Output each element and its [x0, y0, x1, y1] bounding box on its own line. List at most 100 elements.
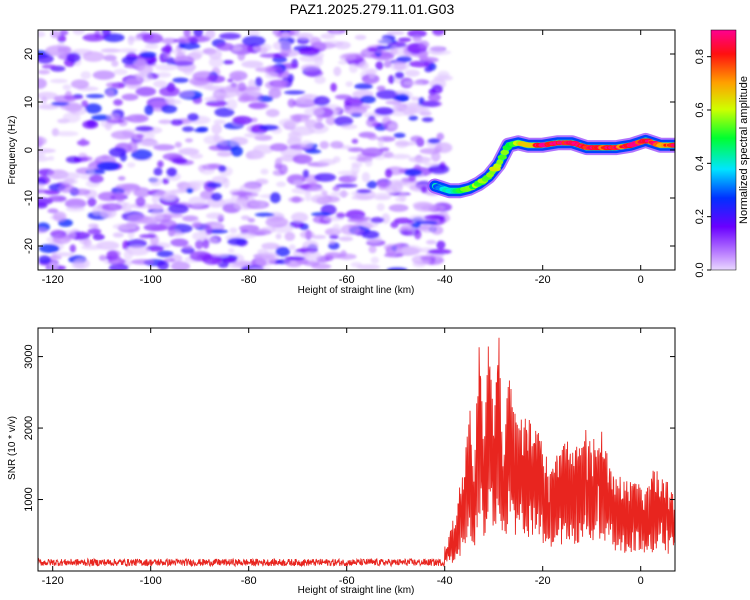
noise-blob [131, 149, 153, 161]
noise-blob [351, 161, 363, 168]
noise-blob [205, 30, 216, 40]
noise-blob [304, 107, 325, 116]
noise-blob [335, 183, 358, 188]
noise-blob [112, 232, 124, 238]
noise-blob [375, 61, 384, 70]
noise-blob [170, 238, 189, 247]
noise-blob [269, 143, 288, 152]
noise-blob [189, 77, 210, 86]
noise-blob [289, 220, 305, 228]
noise-blob [311, 212, 332, 217]
colorbar-tick-label: 0.4 [694, 156, 706, 171]
noise-blob [368, 47, 378, 52]
noise-blob [388, 204, 409, 212]
noise-blob [275, 246, 291, 257]
noise-blob [330, 191, 350, 196]
noise-blob [424, 214, 446, 220]
noise-blob [208, 56, 224, 68]
noise-blob [38, 31, 46, 38]
noise-blob [121, 93, 139, 101]
noise-blob [356, 264, 381, 270]
spectrogram-x-label: Height of straight line (km) [298, 285, 415, 296]
noise-blob [255, 254, 275, 266]
noise-blob [92, 233, 105, 241]
noise-blob [238, 82, 246, 92]
noise-blob [106, 113, 121, 122]
noise-blob [151, 193, 159, 204]
noise-blob [408, 60, 430, 68]
noise-blob [38, 244, 60, 253]
noise-blob [202, 238, 210, 249]
noise-blob [113, 99, 123, 106]
noise-blob [174, 141, 182, 148]
signal-core [493, 163, 502, 169]
noise-blob [38, 189, 50, 194]
noise-blob [367, 134, 378, 141]
noise-blob [135, 86, 157, 97]
noise-blob [38, 255, 51, 264]
noise-blob [231, 191, 253, 196]
noise-blob [136, 140, 160, 147]
noise-blob [82, 120, 99, 129]
noise-blob [64, 198, 87, 209]
snr-panel: -120 -100 -80 -60 -40 -20 0 1000 2000 3000 Heigh… [7, 327, 676, 596]
noise-blob [376, 85, 386, 92]
noise-blob [249, 201, 266, 208]
noise-blob [368, 69, 376, 79]
noise-blob [209, 223, 225, 229]
snr-y-label: SNR (10 * v/v) [7, 416, 18, 480]
noise-blob [38, 227, 48, 234]
noise-blob [216, 42, 234, 51]
noise-blob [287, 98, 296, 108]
noise-blob [435, 142, 453, 153]
noise-blob [110, 130, 135, 140]
noise-blob [389, 183, 401, 188]
noise-blob [182, 126, 194, 132]
noise-blob [106, 89, 115, 98]
noise-blob [163, 258, 175, 263]
noise-blob [338, 236, 354, 242]
noise-blob [50, 30, 61, 39]
noise-blob [127, 214, 149, 223]
noise-blob [191, 222, 203, 229]
noise-blob [390, 153, 411, 160]
noise-blob [150, 209, 164, 221]
noise-blob [133, 190, 144, 197]
noise-blob [57, 34, 67, 43]
noise-blob [420, 186, 428, 194]
noise-blob [395, 90, 411, 96]
noise-blob [193, 30, 204, 37]
noise-blob [38, 53, 54, 64]
noise-blob [92, 206, 102, 216]
noise-blob [361, 147, 384, 157]
noise-blob [340, 250, 347, 258]
noise-blob [272, 56, 288, 63]
noise-blob [255, 178, 269, 185]
noise-blob [38, 156, 50, 162]
noise-blob [394, 217, 413, 224]
noise-blob [103, 54, 117, 62]
noise-blob [309, 181, 317, 188]
noise-blob [278, 164, 288, 175]
noise-blob [313, 96, 330, 106]
noise-blob [386, 267, 408, 270]
noise-blob [136, 72, 154, 83]
noise-blob [410, 135, 423, 143]
snr-frame [37, 327, 676, 572]
signal-core [496, 159, 504, 165]
noise-blob [79, 138, 87, 147]
noise-blob [101, 30, 111, 37]
noise-blob [181, 247, 195, 254]
spectrogram-y-tick-label: -20 [23, 238, 35, 254]
noise-blob [96, 161, 120, 171]
noise-blob [48, 195, 67, 202]
noise-blob [376, 203, 385, 212]
noise-blob [170, 261, 191, 270]
noise-blob [305, 149, 322, 154]
noise-blob [189, 251, 212, 262]
noise-blob [108, 263, 129, 270]
noise-blob [410, 96, 420, 101]
noise-blob [311, 235, 327, 239]
noise-blob [437, 70, 450, 79]
noise-blob [276, 181, 286, 188]
